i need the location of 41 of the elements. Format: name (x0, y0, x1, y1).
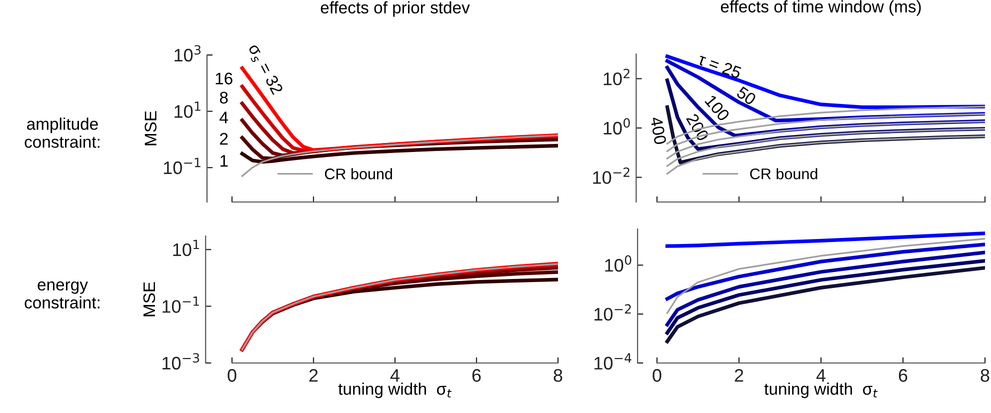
y-tick-label: 10$^{−4}$ (594, 353, 632, 370)
legend-label: CR bound (324, 168, 392, 180)
text: amplitude constraint: (24, 118, 100, 148)
y-tick-label: 10$^{−2}$ (593, 167, 630, 184)
text: 4 (220, 112, 228, 124)
annotation: 16 (216, 72, 232, 84)
annotation: σ$_{s}$ = 32 (246, 42, 284, 96)
y-axis-title: MSE (144, 111, 157, 146)
text: 2 (220, 132, 228, 145)
y-tick-label: 10$^{1}$ (173, 240, 199, 256)
y-tick-label: 10$^{−3}$ (162, 353, 200, 370)
x-tick-label: 6 (472, 369, 481, 382)
y-tick-label: 10$^{0}$ (605, 255, 632, 272)
chart-title: effects of prior stdev (320, 1, 470, 17)
x-axis-title: tuning width σ$_{t}$ (338, 382, 452, 398)
chart-title: effects of time window (ms) (720, 0, 921, 16)
y-tick-label: 10$^{−1}$ (164, 158, 200, 174)
y-tick-label: 10$^{−2}$ (594, 304, 631, 321)
x-tick-label: 8 (554, 369, 562, 382)
annotation: τ = 25 (697, 52, 742, 79)
x-tick-label: 4 (390, 369, 400, 382)
text: 8 (220, 92, 228, 104)
y-tick-label: 10$^{0}$ (604, 118, 630, 135)
y-tick-label: 10$^{1}$ (174, 102, 200, 118)
x-tick-label: 6 (898, 369, 908, 382)
legend-label: CR bound (750, 168, 818, 180)
x-axis-title: tuning width σ$_{t}$ (764, 382, 878, 398)
x-tick-label: 8 (980, 369, 990, 382)
annotation: 400 (650, 116, 667, 145)
text: energy constraint: (24, 281, 100, 309)
y-axis-title: MSE (143, 282, 156, 316)
x-tick-label: 0 (652, 369, 662, 382)
x-tick-label: 2 (309, 369, 318, 382)
y-tick-label: 10$^{−1}$ (162, 296, 199, 313)
y-tick-label: 10$^{3}$ (174, 45, 201, 62)
text: 1 (220, 155, 228, 167)
y-tick-label: 10$^{2}$ (604, 68, 630, 86)
x-tick-label: 0 (228, 369, 236, 382)
x-tick-label: 4 (816, 369, 826, 382)
x-tick-label: 2 (734, 369, 744, 382)
annotation: 50 (736, 86, 757, 106)
